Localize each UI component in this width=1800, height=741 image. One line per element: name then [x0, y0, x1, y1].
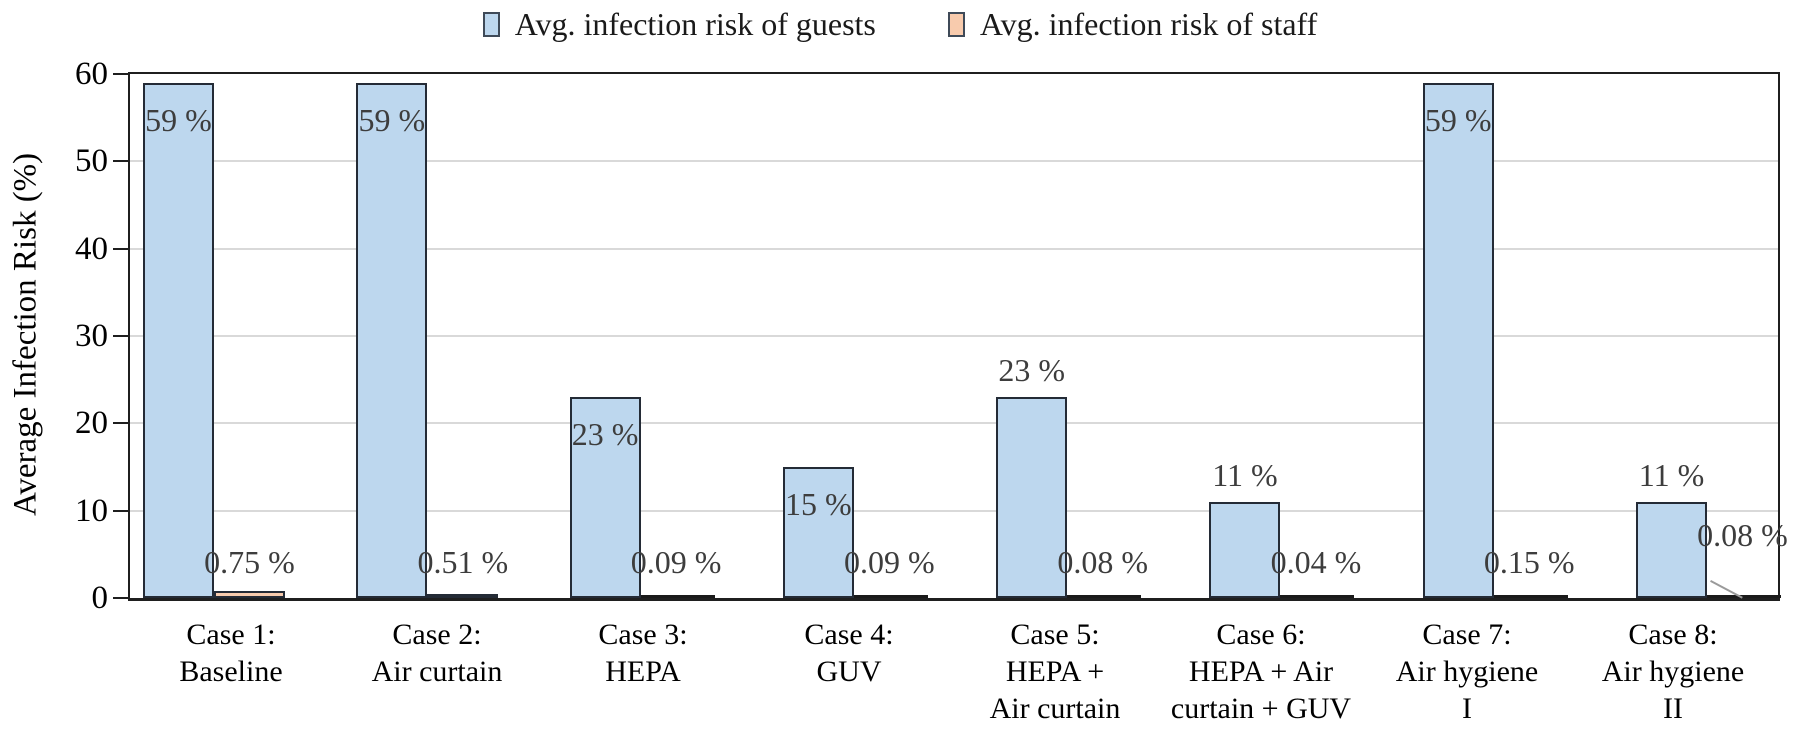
- staff-bar: [640, 595, 715, 598]
- y-tick-label: 60: [75, 56, 108, 92]
- gridline: [130, 422, 1778, 425]
- guest-bar: [1209, 501, 1281, 598]
- gridline: [130, 160, 1778, 163]
- guest-bar: [356, 82, 428, 598]
- legend-label-guests: Avg. infection risk of guests: [514, 6, 876, 42]
- y-axis-tick: [113, 160, 128, 163]
- guest-value-label: 23 %: [998, 352, 1065, 389]
- y-axis-tick: [113, 247, 128, 250]
- staff-value-label: 0.09 %: [630, 544, 722, 580]
- y-tick-label: 0: [91, 580, 109, 616]
- x-category-label: Case 2: Air curtain: [371, 618, 503, 688]
- y-axis-tick: [113, 335, 128, 337]
- staff-bar: [1067, 595, 1142, 598]
- staff-bar: [853, 595, 928, 598]
- staff-value-label: 0.04 %: [1270, 544, 1362, 580]
- legend-label-staff: Avg. infection risk of staff: [979, 6, 1318, 42]
- guest-value-label: 23 %: [571, 416, 639, 453]
- x-axis-labels: Case 1: Baseline Case 2: Air curtain Case …: [128, 616, 1776, 727]
- staff-bar: [427, 593, 499, 598]
- guest-value-label: 15 %: [785, 486, 852, 522]
- x-category-label: Case 3: HEPA: [598, 618, 688, 688]
- staff-series-swatch-icon: [947, 11, 965, 37]
- staff-value-label: 0.51 %: [417, 544, 509, 580]
- staff-bar: [1707, 595, 1781, 598]
- guest-value-label: 11 %: [1638, 456, 1705, 493]
- guest-value-label: 59 %: [358, 101, 426, 138]
- staff-value-label: 0.15 %: [1483, 544, 1575, 580]
- x-category-label: Case 1: Baseline: [179, 618, 283, 688]
- guest-bar: [996, 397, 1068, 598]
- guest-bar: [569, 397, 641, 598]
- staff-bar: [1493, 595, 1568, 598]
- y-axis-tick: [113, 422, 128, 425]
- legend: Avg. infection risk of guests Avg. infec…: [0, 6, 1800, 42]
- legend-item-guests: Avg. infection risk of guests: [482, 6, 876, 42]
- staff-value-label: 0.08 %: [1057, 544, 1148, 580]
- guest-value-label: 59 %: [145, 101, 212, 138]
- y-axis-tick: [113, 509, 128, 512]
- x-category-label: Case 7: Air hygiene I: [1395, 618, 1539, 725]
- x-category-label: Case 8: Air hygiene II: [1601, 618, 1745, 725]
- guest-bar: [143, 82, 214, 598]
- guest-bar: [1422, 82, 1494, 598]
- y-axis-tick: [113, 73, 128, 75]
- y-tick-label: 10: [75, 492, 108, 529]
- staff-value-label: 0.08 %: [1697, 517, 1788, 553]
- guest-bar: [782, 467, 854, 598]
- staff-value-label: 0.09 %: [844, 544, 935, 580]
- x-category-label: Case 4: GUV: [804, 618, 894, 688]
- gridline: [130, 509, 1778, 512]
- x-category-label: Case 5: HEPA + Air curtain: [989, 618, 1121, 725]
- plot-area: 0 10 20 30 40 50 60 59 % 0.75 % 59 % 0.51 % 23 % 0.0…: [75, 57, 1788, 615]
- y-tick-label: 50: [75, 143, 108, 180]
- guest-bar: [1636, 501, 1707, 598]
- gridline: [130, 335, 1778, 337]
- guest-value-label: 59 %: [1424, 101, 1492, 138]
- staff-bar: [214, 591, 285, 598]
- gridline: [130, 247, 1778, 250]
- y-axis-tick: [113, 597, 128, 599]
- guest-value-label: 11 %: [1212, 456, 1278, 493]
- y-tick-label: 40: [75, 230, 108, 267]
- staff-value-label: 0.75 %: [204, 544, 295, 580]
- y-tick-label: 20: [75, 405, 108, 442]
- x-category-label: Case 6: HEPA + Air curtain + GUV: [1170, 618, 1352, 725]
- guests-series-swatch-icon: [482, 11, 500, 37]
- staff-bar: [1280, 595, 1355, 598]
- y-tick-label: 30: [75, 318, 108, 354]
- legend-item-staff: Avg. infection risk of staff: [947, 6, 1318, 42]
